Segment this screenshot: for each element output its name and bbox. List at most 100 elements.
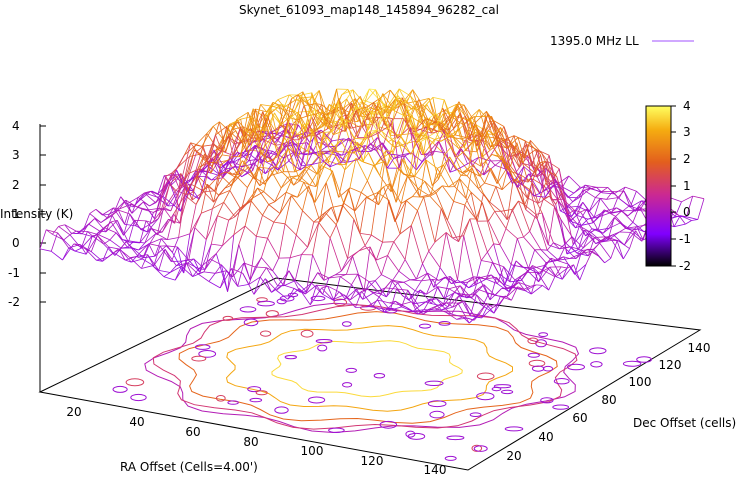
surface-mesh-segment bbox=[475, 124, 488, 132]
colorbar-tick-label: 1 bbox=[683, 179, 691, 193]
surface-mesh-segment bbox=[398, 140, 405, 148]
surface-mesh-segment bbox=[273, 132, 281, 138]
surface-mesh-segment bbox=[197, 273, 210, 282]
surface-mesh-segment bbox=[297, 182, 305, 198]
surface-mesh-segment bbox=[364, 245, 377, 261]
surface-mesh-segment bbox=[329, 237, 342, 272]
surface-mesh-segment bbox=[203, 190, 215, 192]
surface-mesh-segment bbox=[69, 230, 77, 236]
surface-mesh-segment bbox=[483, 160, 491, 176]
surface-mesh-segment bbox=[333, 152, 341, 166]
surface-mesh-segment bbox=[610, 207, 617, 214]
surface-mesh-segment bbox=[492, 139, 500, 148]
surface-mesh-segment bbox=[486, 131, 494, 148]
surface-mesh-segment bbox=[79, 244, 87, 255]
surface-mesh-segment bbox=[127, 241, 134, 248]
surface-mesh-segment bbox=[221, 127, 229, 155]
surface-mesh-segment bbox=[81, 223, 89, 235]
surface-mesh-segment bbox=[528, 249, 536, 269]
surface-mesh-segment bbox=[220, 160, 228, 165]
surface-mesh-segment bbox=[419, 289, 427, 295]
surface-mesh-segment bbox=[639, 198, 647, 210]
surface-mesh-segment bbox=[374, 158, 382, 167]
surface-mesh-segment bbox=[226, 156, 234, 161]
surface-mesh-segment bbox=[416, 104, 424, 111]
surface-mesh-segment bbox=[263, 191, 276, 202]
surface-mesh-segment bbox=[375, 130, 383, 132]
surface-mesh-segment bbox=[413, 301, 426, 305]
surface-mesh-segment bbox=[266, 267, 279, 287]
surface-mesh-segment bbox=[495, 186, 508, 220]
surface-mesh-segment bbox=[203, 162, 211, 192]
surface-mesh-segment bbox=[630, 226, 638, 233]
surface-mesh-segment bbox=[214, 264, 222, 274]
surface-mesh-segment bbox=[302, 185, 310, 211]
surface-mesh-segment bbox=[226, 270, 239, 287]
surface-mesh-segment bbox=[453, 112, 461, 139]
surface-mesh-segment bbox=[361, 152, 369, 162]
contour-blob bbox=[279, 295, 295, 302]
surface-mesh-segment bbox=[595, 191, 602, 198]
surface-mesh-segment bbox=[338, 169, 346, 198]
surface-mesh-segment bbox=[362, 127, 370, 138]
surface-mesh-segment bbox=[348, 189, 356, 212]
surface-mesh-segment bbox=[373, 102, 386, 126]
surface-mesh-segment bbox=[277, 94, 290, 100]
surface-mesh-segment bbox=[415, 109, 423, 132]
surface-mesh-segment bbox=[316, 133, 324, 175]
surface-mesh-segment bbox=[380, 100, 388, 110]
surface-mesh-segment bbox=[605, 207, 617, 212]
surface-mesh-segment bbox=[229, 123, 236, 131]
contour-blob bbox=[407, 432, 426, 440]
surface-mesh-segment bbox=[393, 241, 406, 260]
surface-mesh-segment bbox=[99, 230, 107, 233]
surface-mesh-segment bbox=[300, 142, 308, 167]
surface-mesh-segment bbox=[321, 285, 328, 289]
surface-mesh-segment bbox=[462, 276, 474, 282]
surface-mesh-segment bbox=[524, 284, 537, 292]
surface-mesh-segment bbox=[319, 207, 332, 223]
surface-mesh-segment bbox=[153, 248, 166, 267]
surface-mesh-segment bbox=[425, 298, 437, 303]
surface-mesh-segment bbox=[518, 200, 531, 232]
surface-mesh-segment bbox=[274, 135, 282, 143]
surface-mesh-segment bbox=[543, 198, 555, 208]
surface-mesh-segment bbox=[631, 230, 644, 241]
surface-mesh-segment bbox=[254, 151, 262, 180]
surface-mesh-segment bbox=[142, 243, 150, 260]
surface-mesh-segment bbox=[435, 185, 443, 194]
surface-mesh-segment bbox=[169, 265, 177, 273]
surface-mesh-segment bbox=[361, 288, 368, 292]
surface-mesh-segment bbox=[570, 214, 577, 222]
contour-blob bbox=[247, 386, 262, 393]
surface-mesh-segment bbox=[437, 286, 445, 299]
surface-mesh-segment bbox=[46, 229, 58, 234]
surface-mesh-segment bbox=[368, 152, 376, 167]
surface-mesh-segment bbox=[114, 247, 122, 256]
surface-mesh-segment bbox=[187, 149, 195, 174]
surface-mesh-segment bbox=[495, 186, 503, 191]
surface-mesh-segment bbox=[400, 176, 408, 204]
surface-mesh-segment bbox=[624, 232, 631, 246]
surface-mesh-segment bbox=[421, 109, 429, 128]
surface-mesh-segment bbox=[187, 262, 199, 270]
surface-mesh-segment bbox=[549, 266, 557, 277]
surface-mesh-segment bbox=[453, 113, 461, 129]
surface-mesh-segment bbox=[253, 176, 261, 187]
surface-mesh-segment bbox=[422, 308, 430, 315]
surface-mesh-segment bbox=[193, 258, 206, 270]
surface-mesh-segment bbox=[376, 255, 388, 261]
surface-mesh-segment bbox=[434, 135, 446, 140]
surface-mesh-segment bbox=[387, 255, 400, 272]
surface-mesh-segment bbox=[273, 136, 286, 147]
x-axis-label: RA Offset (Cells=4.00') bbox=[120, 460, 258, 474]
surface-mesh-segment bbox=[96, 259, 103, 262]
surface-mesh-segment bbox=[444, 147, 452, 155]
surface-mesh-segment bbox=[405, 196, 413, 201]
surface-mesh-segment bbox=[417, 101, 425, 129]
surface-mesh-segment bbox=[306, 96, 314, 102]
surface-mesh-segment bbox=[487, 243, 494, 253]
surface-mesh-segment bbox=[293, 180, 301, 186]
surface-mesh-segment bbox=[411, 301, 419, 315]
surface-mesh-segment bbox=[259, 158, 272, 166]
